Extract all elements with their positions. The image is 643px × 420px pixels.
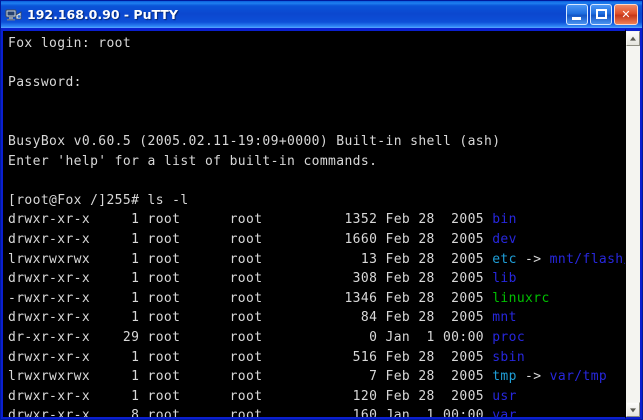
chevron-down-icon <box>630 407 636 412</box>
terminal-scrollbar[interactable] <box>625 29 642 419</box>
terminal-line: BusyBox v0.60.5 (2005.02.11-19:09+0000) … <box>8 133 501 149</box>
symlink-target: var/tmp <box>549 369 608 385</box>
file-name: sbin <box>492 349 526 365</box>
maximize-icon <box>596 9 607 19</box>
terminal-line: lrwxrwxrwx 1 root root 7 Feb 28 2005 tmp… <box>8 369 608 385</box>
terminal-line: Fox login: root <box>8 36 132 51</box>
symlink-arrow: -> <box>516 369 550 385</box>
terminal-line: drwxr-xr-x 1 root root 84 Feb 28 2005 mn… <box>8 310 517 326</box>
terminal-line: Password: <box>8 75 82 91</box>
close-button[interactable]: ✕ <box>614 4 638 25</box>
file-name: usr <box>492 388 517 404</box>
terminal-line: drwxr-xr-x 1 root root 516 Feb 28 2005 s… <box>8 349 526 365</box>
window-controls: ✕ <box>566 4 638 25</box>
terminal-line <box>8 93 625 113</box>
file-name: dev <box>492 231 517 247</box>
chevron-up-icon <box>630 36 636 41</box>
terminal-line: drwxr-xr-x 1 root root 1660 Feb 28 2005 … <box>8 231 517 247</box>
scroll-down-button[interactable] <box>626 402 640 417</box>
terminal-line: -rwxr-xr-x 1 root root 1346 Feb 28 2005 … <box>8 290 550 306</box>
file-name: etc <box>492 251 517 267</box>
terminal-line: [root@Fox /]255# ls -l <box>8 192 189 208</box>
client-area: Fox login: root Password: BusyBox v0.60.5 … <box>1 29 642 419</box>
close-icon: ✕ <box>621 8 631 21</box>
putty-terminal-icon <box>5 6 23 24</box>
terminal-line: drwxr-xr-x 1 root root 308 Feb 28 2005 l… <box>8 271 517 287</box>
maximize-button[interactable] <box>590 4 612 25</box>
terminal-line: Enter 'help' for a list of built-in comm… <box>8 153 378 169</box>
file-name: bin <box>492 212 517 228</box>
terminal-panel[interactable]: Fox login: root Password: BusyBox v0.60.5 … <box>1 29 625 419</box>
minimize-icon <box>572 17 581 20</box>
terminal-line: drwxr-xr-x 1 root root 1352 Feb 28 2005 … <box>8 212 517 228</box>
terminal-line: drwxr-xr-x 8 root root 160 Jan 1 00:00 v… <box>8 406 625 419</box>
file-name: tmp <box>492 369 517 385</box>
file-name: var <box>492 408 517 419</box>
file-name: lib <box>492 271 517 287</box>
scrollbar-track[interactable] <box>626 46 640 402</box>
terminal-line <box>8 54 625 74</box>
window-title: 192.168.0.90 - PuTTY <box>27 7 178 22</box>
terminal-line: lrwxrwxrwx 1 root root 13 Feb 28 2005 et… <box>8 250 625 270</box>
scroll-up-button[interactable] <box>626 31 640 46</box>
symlink-target: mnt/flash/etc <box>549 251 625 267</box>
symlink-arrow: -> <box>516 251 550 267</box>
file-name: mnt <box>492 310 517 326</box>
terminal-line <box>8 112 625 132</box>
file-name: proc <box>492 329 526 345</box>
minimize-button[interactable] <box>566 4 588 25</box>
terminal-line: dr-xr-xr-x 29 root root 0 Jan 1 00:00 pr… <box>8 329 526 345</box>
title-bar[interactable]: 192.168.0.90 - PuTTY ✕ <box>1 1 642 29</box>
terminal-line: drwxr-xr-x 1 root root 120 Feb 28 2005 u… <box>8 388 517 404</box>
file-name: linuxrc <box>492 290 550 306</box>
terminal-line <box>8 171 625 191</box>
terminal-output: Fox login: root Password: BusyBox v0.60.5 … <box>3 31 625 419</box>
